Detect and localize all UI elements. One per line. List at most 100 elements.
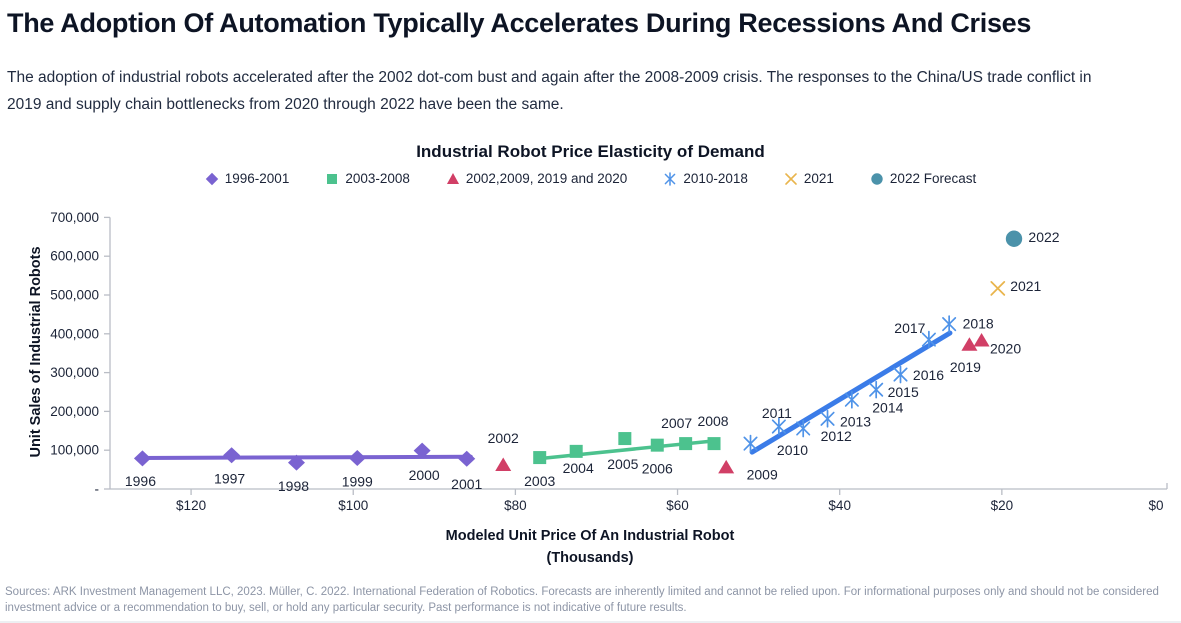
x-axis-title-units: (Thousands) <box>547 550 634 566</box>
point-1997 <box>223 447 241 464</box>
point-2017 <box>921 330 936 349</box>
point-label-2013: 2013 <box>840 413 871 429</box>
point-label-1999: 1999 <box>342 473 373 489</box>
legend-label: 1996-2001 <box>224 171 290 186</box>
y-tick-label: 200,000 <box>50 404 99 419</box>
square-icon <box>327 173 338 184</box>
legend-label: 2022 Forecast <box>889 171 977 186</box>
y-tick-label: 500,000 <box>50 288 99 303</box>
y-axis-title: Unit Sales of Industrial Robots <box>28 246 44 457</box>
point-label-2010: 2010 <box>777 442 808 458</box>
point-1996 <box>133 450 151 467</box>
point-label-2011: 2011 <box>762 405 792 421</box>
point-label-2005: 2005 <box>607 456 638 472</box>
point-label-2016: 2016 <box>913 367 944 383</box>
asterisk-icon <box>664 171 676 186</box>
legend-item-2002-2009-2019-and-2020: 2002,2009, 2019 and 2020 <box>446 171 627 186</box>
point-2022 <box>1005 230 1023 247</box>
point-label-2018: 2018 <box>963 316 994 332</box>
triangle-icon <box>446 172 459 184</box>
point-label-2021: 2021 <box>1010 278 1041 294</box>
point-2002 <box>495 457 512 472</box>
point-2012 <box>796 419 811 438</box>
page-subtitle: The adoption of industrial robots accele… <box>7 69 1092 113</box>
point-2018 <box>942 315 957 333</box>
point-2019 <box>961 337 978 351</box>
point-2008 <box>707 437 721 451</box>
point-2016 <box>893 365 908 384</box>
x-tick-label: $100 <box>338 498 368 513</box>
point-2020 <box>973 333 990 347</box>
point-1999 <box>348 449 366 466</box>
point-2001 <box>458 450 476 467</box>
point-label-2008: 2008 <box>697 413 728 429</box>
x-tick-label: $80 <box>504 498 527 513</box>
point-2021 <box>990 281 1006 296</box>
axes: - 100,000 200,000 300,000 400,000 500,000 600,… <box>50 210 1168 513</box>
scatter-plot: - 100,000 200,000 300,000 400,000 500,000 600,… <box>28 210 1168 566</box>
x-tick-label: $120 <box>176 498 206 513</box>
point-2007 <box>679 437 693 451</box>
legend-label: 2003-2008 <box>345 171 410 186</box>
y-tick-label: 400,000 <box>50 326 99 341</box>
point-2003 <box>533 451 547 465</box>
bottom-divider <box>0 621 1181 623</box>
point-2010 <box>743 434 758 453</box>
legend-item-1996-2001: 1996-2001 <box>205 171 290 186</box>
x-icon <box>785 172 797 185</box>
point-label-1997: 1997 <box>214 471 245 487</box>
point-label-2009: 2009 <box>747 466 778 482</box>
chart-title: Industrial Robot Price Elasticity of Dem… <box>416 142 765 161</box>
point-label-2001: 2001 <box>451 476 482 492</box>
point-label-2006: 2006 <box>642 461 673 477</box>
legend-label: 2010-2018 <box>683 171 748 186</box>
data-points <box>133 230 1023 474</box>
y-tick-label: 700,000 <box>50 210 99 225</box>
circle-icon <box>871 172 883 185</box>
point-2000 <box>413 442 431 459</box>
point-labels: 1996 1997 1998 1999 2000 2001 2003 2004 2005 2006… <box>125 229 1060 494</box>
point-label-2020: 2020 <box>990 341 1021 357</box>
point-2013 <box>820 409 835 428</box>
y-tick-label: 300,000 <box>50 365 99 380</box>
legend-item-2010-2018: 2010-2018 <box>663 171 748 186</box>
point-label-2012: 2012 <box>821 428 852 444</box>
y-tick-label: 600,000 <box>50 249 99 264</box>
page-title: The Adoption Of Automation Typically Acc… <box>7 8 1032 38</box>
chart-legend: 1996-2001 2003-2008 2002,2009, 2019 and 20… <box>0 171 1181 186</box>
point-label-2022: 2022 <box>1028 229 1059 245</box>
point-2005 <box>618 432 632 446</box>
footer-disclaimer: Sources: ARK Investment Management LLC, … <box>5 586 1159 614</box>
point-2004 <box>569 444 583 458</box>
x-tick-label: $20 <box>991 498 1014 513</box>
point-2006 <box>650 438 664 452</box>
point-label-2002: 2002 <box>488 430 519 446</box>
point-label-2007: 2007 <box>661 415 692 431</box>
point-label-1998: 1998 <box>278 478 309 494</box>
trend-line-1996-2001 <box>136 454 473 460</box>
point-2015 <box>869 380 884 399</box>
legend-item-2022-forecast: 2022 Forecast <box>870 171 976 186</box>
legend-item-2021: 2021 <box>784 171 834 186</box>
x-tick-label: $0 <box>1148 498 1163 513</box>
y-tick-label: - <box>95 482 100 497</box>
x-axis-title: Modeled Unit Price Of An Industrial Robo… <box>446 528 735 544</box>
point-label-2015: 2015 <box>888 384 919 400</box>
point-label-2000: 2000 <box>409 467 440 483</box>
point-label-2014: 2014 <box>872 399 903 415</box>
legend-label: 2002,2009, 2019 and 2020 <box>465 171 628 186</box>
y-tick-label: 100,000 <box>50 443 99 458</box>
legend-label: 2021 <box>803 171 834 186</box>
point-label-2003: 2003 <box>524 473 555 489</box>
point-label-1996: 1996 <box>125 473 156 489</box>
x-tick-label: $40 <box>828 498 851 513</box>
point-2009 <box>718 459 735 474</box>
point-2014 <box>844 390 859 409</box>
diamond-icon <box>205 172 218 185</box>
point-label-2017: 2017 <box>894 320 925 336</box>
point-2011 <box>771 417 786 436</box>
point-label-2019: 2019 <box>950 359 981 375</box>
legend-item-2003-2008: 2003-2008 <box>325 171 410 186</box>
point-1998 <box>287 454 305 471</box>
